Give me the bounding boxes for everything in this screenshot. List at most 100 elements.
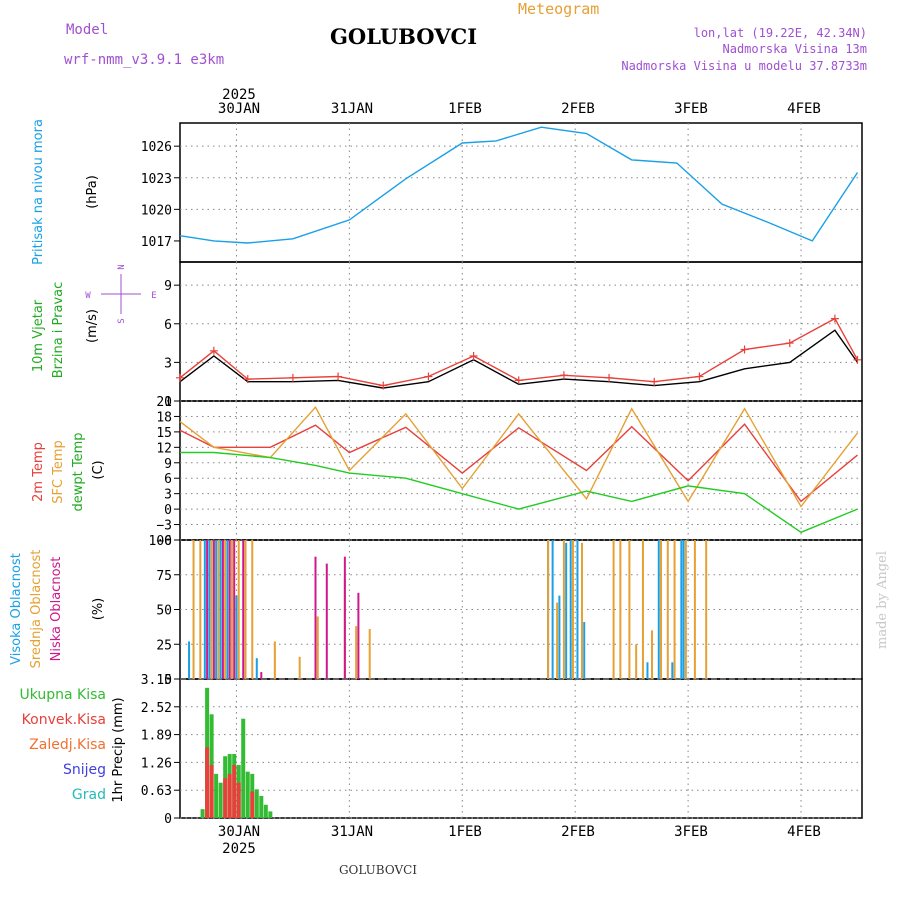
bar-ukupna-kisa [218,782,223,818]
bar-srednja-oblacnost [224,540,227,679]
y-tick-label: −6 [156,534,172,549]
day-bottom-label: 1FEB [448,824,482,840]
coords-label: lon,lat (19.22E, 42.34N) [694,26,867,40]
dewpt-label: dewpt Temp [71,432,86,511]
y-tick-label: 2.52 [141,701,172,716]
bar-visoka-oblacnost [576,540,579,679]
bar-srednja-oblacnost [316,616,319,679]
bar-srednja-oblacnost [666,540,669,679]
gust-marker [785,339,794,348]
y-tick-label: 3 [164,356,172,371]
bar-visoka-oblacnost [188,641,191,679]
wind-unit: (m/s) [85,309,100,343]
bar-niska-oblacnost [325,563,328,679]
y-tick-label: 6 [164,472,172,487]
bar-srednja-oblacnost [562,540,565,679]
station-title: GOLUBOVCI [330,24,477,49]
day-labels-bottom: 30JAN 31JAN 1FEB 2FEB 3FEB 4FEB [218,824,821,840]
cloud-unit: (%) [91,598,106,621]
series-line-sfc-temp [179,405,859,508]
bar-srednja-oblacnost [571,540,574,679]
gust-marker [379,381,388,390]
year-bottom: 2025 [222,841,256,857]
conv-precip-label: Konvek.Kisa [22,712,106,728]
bar-srednja-oblacnost [619,540,622,679]
day-top-label: 1FEB [448,101,482,117]
y-tick-label: 9 [164,457,172,472]
temp-unit: (C) [91,460,106,479]
bar-niska-oblacnost [260,672,263,679]
mid-cloud-label: Srednja Oblacnost [29,550,44,669]
y-tick-label: 9 [164,279,172,294]
grid-layer [180,123,862,819]
temperature-panel [179,400,863,541]
bar-srednja-oblacnost [641,540,644,679]
bar-srednja-oblacnost [217,540,220,679]
day-top-label: 4FEB [787,101,821,117]
y-tick-label: 75 [156,569,172,584]
bar-visoka-oblacnost [235,595,238,679]
bar-konvek-kisa [232,765,237,818]
day-top-label: 31JAN [331,101,373,117]
bar-niska-oblacnost [343,556,346,679]
bar-srednja-oblacnost [273,641,276,679]
high-cloud-label: Visoka Oblacnost [9,553,24,665]
bar-niska-oblacnost [221,540,224,679]
bar-ukupna-kisa [241,718,246,818]
day-labels-top: 30JAN 31JAN 1FEB 2FEB 3FEB 4FEB [218,101,821,117]
gust-marker [514,376,523,385]
gust-marker [424,372,433,381]
compass-rose: N S W E [85,264,156,323]
bar-ukupna-kisa [214,773,219,818]
bar-visoka-oblacnost [680,540,683,679]
bar-visoka-oblacnost [646,662,649,679]
frozen-precip-label: Zaledj.Kisa [29,737,106,753]
bar-srednja-oblacnost [580,542,583,679]
gust-marker [243,375,252,384]
y-tick-label: 1.26 [141,756,172,771]
bar-srednja-oblacnost [355,626,358,679]
pressure-unit: (hPa) [85,175,100,209]
day-bottom-label: 3FEB [674,824,708,840]
y-tick-label: 50 [156,604,172,619]
bar-konvek-kisa [209,765,214,818]
day-top-label: 3FEB [674,101,708,117]
y-tick-label: 15 [156,426,172,441]
day-bottom-label: 30JAN [218,824,260,840]
y-tick-label: 3.15 [141,673,172,688]
bar-srednja-oblacnost [199,540,202,679]
y-tick-label: 12 [156,441,172,456]
bar-srednja-oblacnost [244,540,247,679]
bar-visoka-oblacnost [551,540,554,679]
model-name: wrf-nmm_v3.9.1 e3km [64,52,224,68]
bar-niska-oblacnost [206,540,209,679]
bar-srednja-oblacnost [650,630,653,679]
gust-marker [830,314,839,323]
bar-visoka-oblacnost [219,540,222,679]
bar-srednja-oblacnost [556,602,559,679]
gust-marker [853,355,862,364]
day-top-label: 2FEB [561,101,595,117]
bar-srednja-oblacnost [192,540,195,679]
bar-niska-oblacnost [228,540,231,679]
bar-srednja-oblacnost [298,656,301,679]
gust-marker [469,351,478,360]
y-tick-label: 18 [156,410,172,425]
bar-ukupna-kisa [268,811,273,818]
gust-marker [176,373,184,382]
hail-label: Grad [72,787,106,803]
bar-visoka-oblacnost [565,542,568,679]
bar-visoka-oblacnost [215,540,218,679]
bar-srednja-oblacnost [230,540,233,679]
y-tick-label: 25 [156,638,172,653]
bar-visoka-oblacnost [208,540,211,679]
series-line-2m-temp [179,423,858,503]
elevation-label: Nadmorska Visina 13m [723,42,868,56]
bar-srednja-oblacnost [251,540,254,679]
bar-ukupna-kisa [259,795,264,818]
bar-visoka-oblacnost [671,662,674,679]
temp2m-label: 2m Temp [31,442,46,502]
y-tick-label: 6 [164,318,172,333]
bar-visoka-oblacnost [569,540,572,679]
bar-srednja-oblacnost [705,540,708,679]
